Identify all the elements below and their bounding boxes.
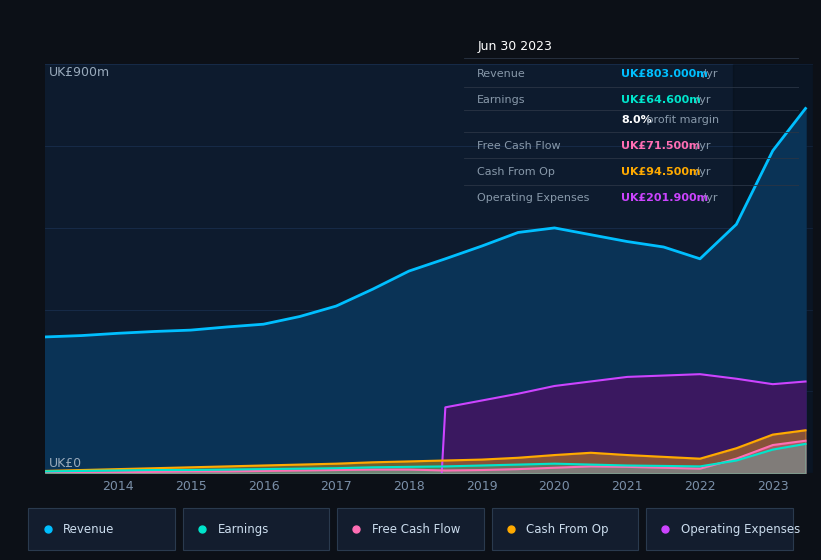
Text: profit margin: profit margin xyxy=(643,115,719,124)
Text: Jun 30 2023: Jun 30 2023 xyxy=(477,40,553,53)
Text: Operating Expenses: Operating Expenses xyxy=(681,522,800,536)
Text: UK£64.600m: UK£64.600m xyxy=(621,95,701,105)
Text: Revenue: Revenue xyxy=(477,69,526,79)
Text: /yr: /yr xyxy=(699,69,718,79)
Text: UK£0: UK£0 xyxy=(49,457,82,470)
Text: Free Cash Flow: Free Cash Flow xyxy=(372,522,461,536)
Text: Cash From Op: Cash From Op xyxy=(477,167,555,177)
FancyBboxPatch shape xyxy=(646,508,792,550)
Text: /yr: /yr xyxy=(691,95,710,105)
Text: Revenue: Revenue xyxy=(63,522,115,536)
FancyBboxPatch shape xyxy=(183,508,329,550)
FancyBboxPatch shape xyxy=(337,508,484,550)
Text: UK£900m: UK£900m xyxy=(49,67,110,80)
FancyBboxPatch shape xyxy=(492,508,638,550)
FancyBboxPatch shape xyxy=(29,508,175,550)
Text: /yr: /yr xyxy=(691,141,710,151)
Bar xyxy=(733,64,813,473)
Text: /yr: /yr xyxy=(699,193,718,203)
Text: UK£201.900m: UK£201.900m xyxy=(621,193,709,203)
Text: /yr: /yr xyxy=(691,167,710,177)
Text: UK£71.500m: UK£71.500m xyxy=(621,141,700,151)
Text: Operating Expenses: Operating Expenses xyxy=(477,193,589,203)
Text: 8.0%: 8.0% xyxy=(621,115,652,124)
Text: Cash From Op: Cash From Op xyxy=(526,522,608,536)
Text: Earnings: Earnings xyxy=(218,522,269,536)
Text: UK£803.000m: UK£803.000m xyxy=(621,69,708,79)
Text: Earnings: Earnings xyxy=(477,95,525,105)
Text: UK£94.500m: UK£94.500m xyxy=(621,167,701,177)
Text: Free Cash Flow: Free Cash Flow xyxy=(477,141,561,151)
